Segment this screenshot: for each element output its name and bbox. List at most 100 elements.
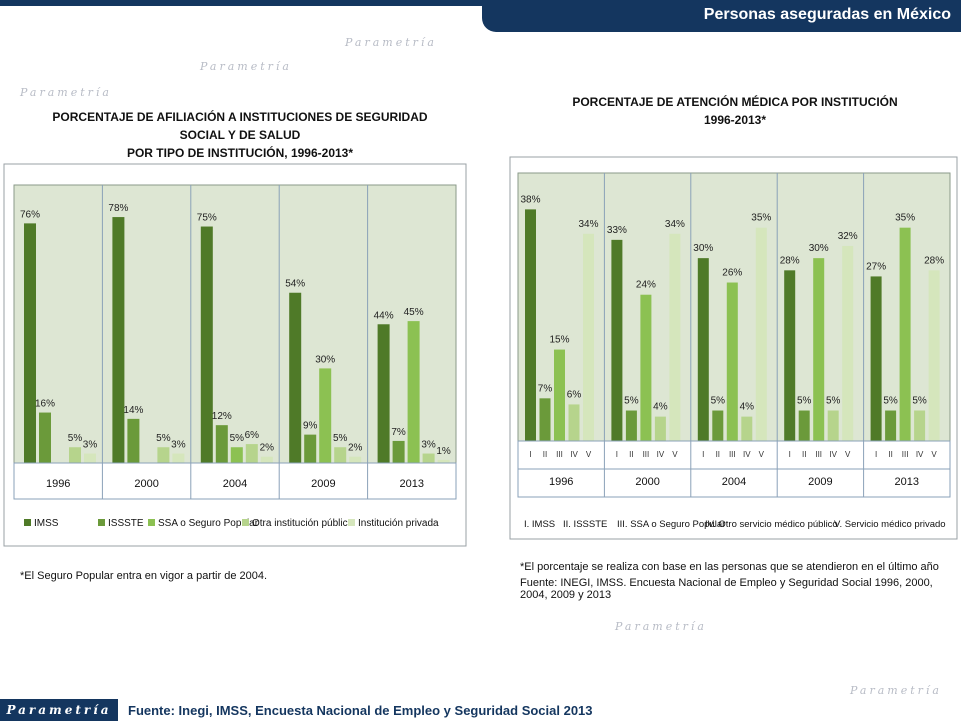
- chart2-subcategory-label: IV: [829, 450, 837, 459]
- chart1-legend-label: IMSS: [34, 518, 59, 529]
- chart1-bar: [407, 321, 420, 463]
- chart2-subcategory-label: I: [616, 450, 618, 459]
- chart2-bar: [899, 227, 911, 441]
- chart2-bar: [755, 227, 767, 441]
- chart2-bar: [842, 245, 854, 441]
- chart2-data-label: 6%: [567, 389, 582, 400]
- chart1-plot-area: [13, 184, 457, 464]
- chart1-bar: [334, 447, 347, 463]
- chart2-data-label: 32%: [838, 231, 858, 242]
- chart2-subcategory-label: II: [716, 450, 720, 459]
- chart2-data-label: 5%: [912, 396, 927, 407]
- chart1-data-label: 5%: [333, 433, 348, 444]
- chart1-data-label: 5%: [156, 433, 171, 444]
- watermark: Parametría: [20, 86, 112, 99]
- chart2-category-band: [517, 440, 951, 498]
- chart2-subcategory-label: III: [556, 450, 563, 459]
- chart2-subcategory-label: III: [815, 450, 822, 459]
- chart2-data-label: 5%: [826, 396, 841, 407]
- chart2-category-label: 2000: [635, 476, 659, 488]
- chart1-bar: [377, 324, 390, 463]
- chart1-data-label: 12%: [212, 411, 232, 422]
- footer-source: Fuente: Inegi, IMSS, Encuesta Nacional d…: [128, 703, 593, 718]
- chart1-legend-swatch: [24, 519, 31, 526]
- chart2-data-label: 34%: [665, 219, 685, 230]
- chart2-subcategory-label: V: [672, 450, 678, 459]
- chart2-category-label: 2013: [895, 476, 919, 488]
- chart1-data-label: 75%: [197, 213, 217, 224]
- chart2-subcategory-label: V: [931, 450, 937, 459]
- chart2-bar: [583, 233, 594, 441]
- chart1-bar: [230, 447, 243, 463]
- chart1-data-label: 2%: [260, 443, 275, 454]
- watermark: Parametría: [345, 36, 437, 49]
- chart2-subcategory-label: III: [902, 450, 909, 459]
- chart1-legend-label: ISSSTE: [108, 518, 144, 529]
- chart2-bar: [554, 349, 565, 441]
- chart1-bar: [422, 453, 435, 463]
- chart2-data-label: 30%: [693, 243, 713, 254]
- chart2-bar: [611, 239, 623, 441]
- chart1-legend-label: Institución privada: [358, 518, 439, 529]
- chart1-bar: [69, 447, 81, 463]
- chart2-bar: [870, 276, 882, 441]
- chart1-bar: [200, 226, 213, 463]
- chart1-category-label: 2000: [134, 478, 158, 490]
- chart1-data-label: 2%: [348, 443, 363, 454]
- chart2-bar: [539, 398, 551, 441]
- chart1-title: PORCENTAJE DE AFILIACIÓN A INSTITUCIONES…: [52, 110, 428, 160]
- chart2-bar: [726, 282, 738, 441]
- chart2-subcategory-label: II: [888, 450, 892, 459]
- chart2-bar: [798, 410, 810, 441]
- chart2-subcategory-label: IV: [657, 450, 665, 459]
- chart2-bar: [928, 270, 940, 441]
- chart1-data-label: 76%: [20, 209, 40, 220]
- chart2-subcategory-label: III: [643, 450, 650, 459]
- chart2-subcategory-label: II: [802, 450, 806, 459]
- header-bar: [0, 0, 961, 6]
- chart2-data-label: 7%: [538, 383, 553, 394]
- chart2-data-label: 4%: [653, 402, 668, 413]
- chart2-subcategory-label: I: [875, 450, 877, 459]
- chart1-category-label: 2009: [311, 478, 335, 490]
- chart1-bar: [319, 368, 332, 463]
- chart1-bar: [260, 456, 273, 463]
- chart2-bar: [568, 404, 580, 441]
- watermark: Parametría: [200, 60, 292, 73]
- chart2-data-label: 38%: [520, 194, 540, 205]
- chart2-subcategory-label: II: [543, 450, 547, 459]
- chart1-legend-swatch: [148, 519, 155, 526]
- chart1-bar: [24, 223, 36, 463]
- chart1-bar: [127, 418, 140, 463]
- chart1-bar: [392, 440, 405, 463]
- chart1-data-label: 6%: [245, 430, 260, 441]
- chart1-data-label: 5%: [230, 433, 245, 444]
- chart2-subcategory-label: I: [789, 450, 791, 459]
- chart2-data-label: 26%: [722, 268, 742, 279]
- chart2-data-label: 30%: [809, 243, 829, 254]
- chart2-bar: [784, 270, 796, 441]
- chart1-data-label: 3%: [421, 440, 436, 451]
- chart1-bar: [304, 434, 317, 463]
- chart1-data-label: 3%: [83, 440, 98, 451]
- chart1-data-label: 1%: [436, 446, 451, 457]
- chart1-note: *El Seguro Popular entra en vigor a part…: [20, 570, 268, 582]
- chart1-data-label: 54%: [285, 279, 305, 290]
- chart2-data-label: 27%: [866, 261, 886, 272]
- chart1-bar: [112, 217, 125, 463]
- chart1-bar: [245, 444, 258, 463]
- chart1-data-label: 14%: [123, 405, 143, 416]
- chart1-data-label: 5%: [68, 433, 83, 444]
- chart1-bar: [172, 453, 185, 463]
- chart2-data-label: 5%: [624, 396, 639, 407]
- chart2-bar: [741, 416, 753, 441]
- chart1-data-label: 16%: [35, 399, 55, 410]
- chart2-subcategory-label: IV: [743, 450, 751, 459]
- chart2-data-label: 5%: [797, 396, 812, 407]
- chart2-subcategory-label: V: [845, 450, 851, 459]
- chart1-data-label: 30%: [315, 354, 335, 365]
- chart2-category-label: 2004: [722, 476, 746, 488]
- chart2-bar: [827, 410, 839, 441]
- chart2-data-label: 34%: [578, 219, 598, 230]
